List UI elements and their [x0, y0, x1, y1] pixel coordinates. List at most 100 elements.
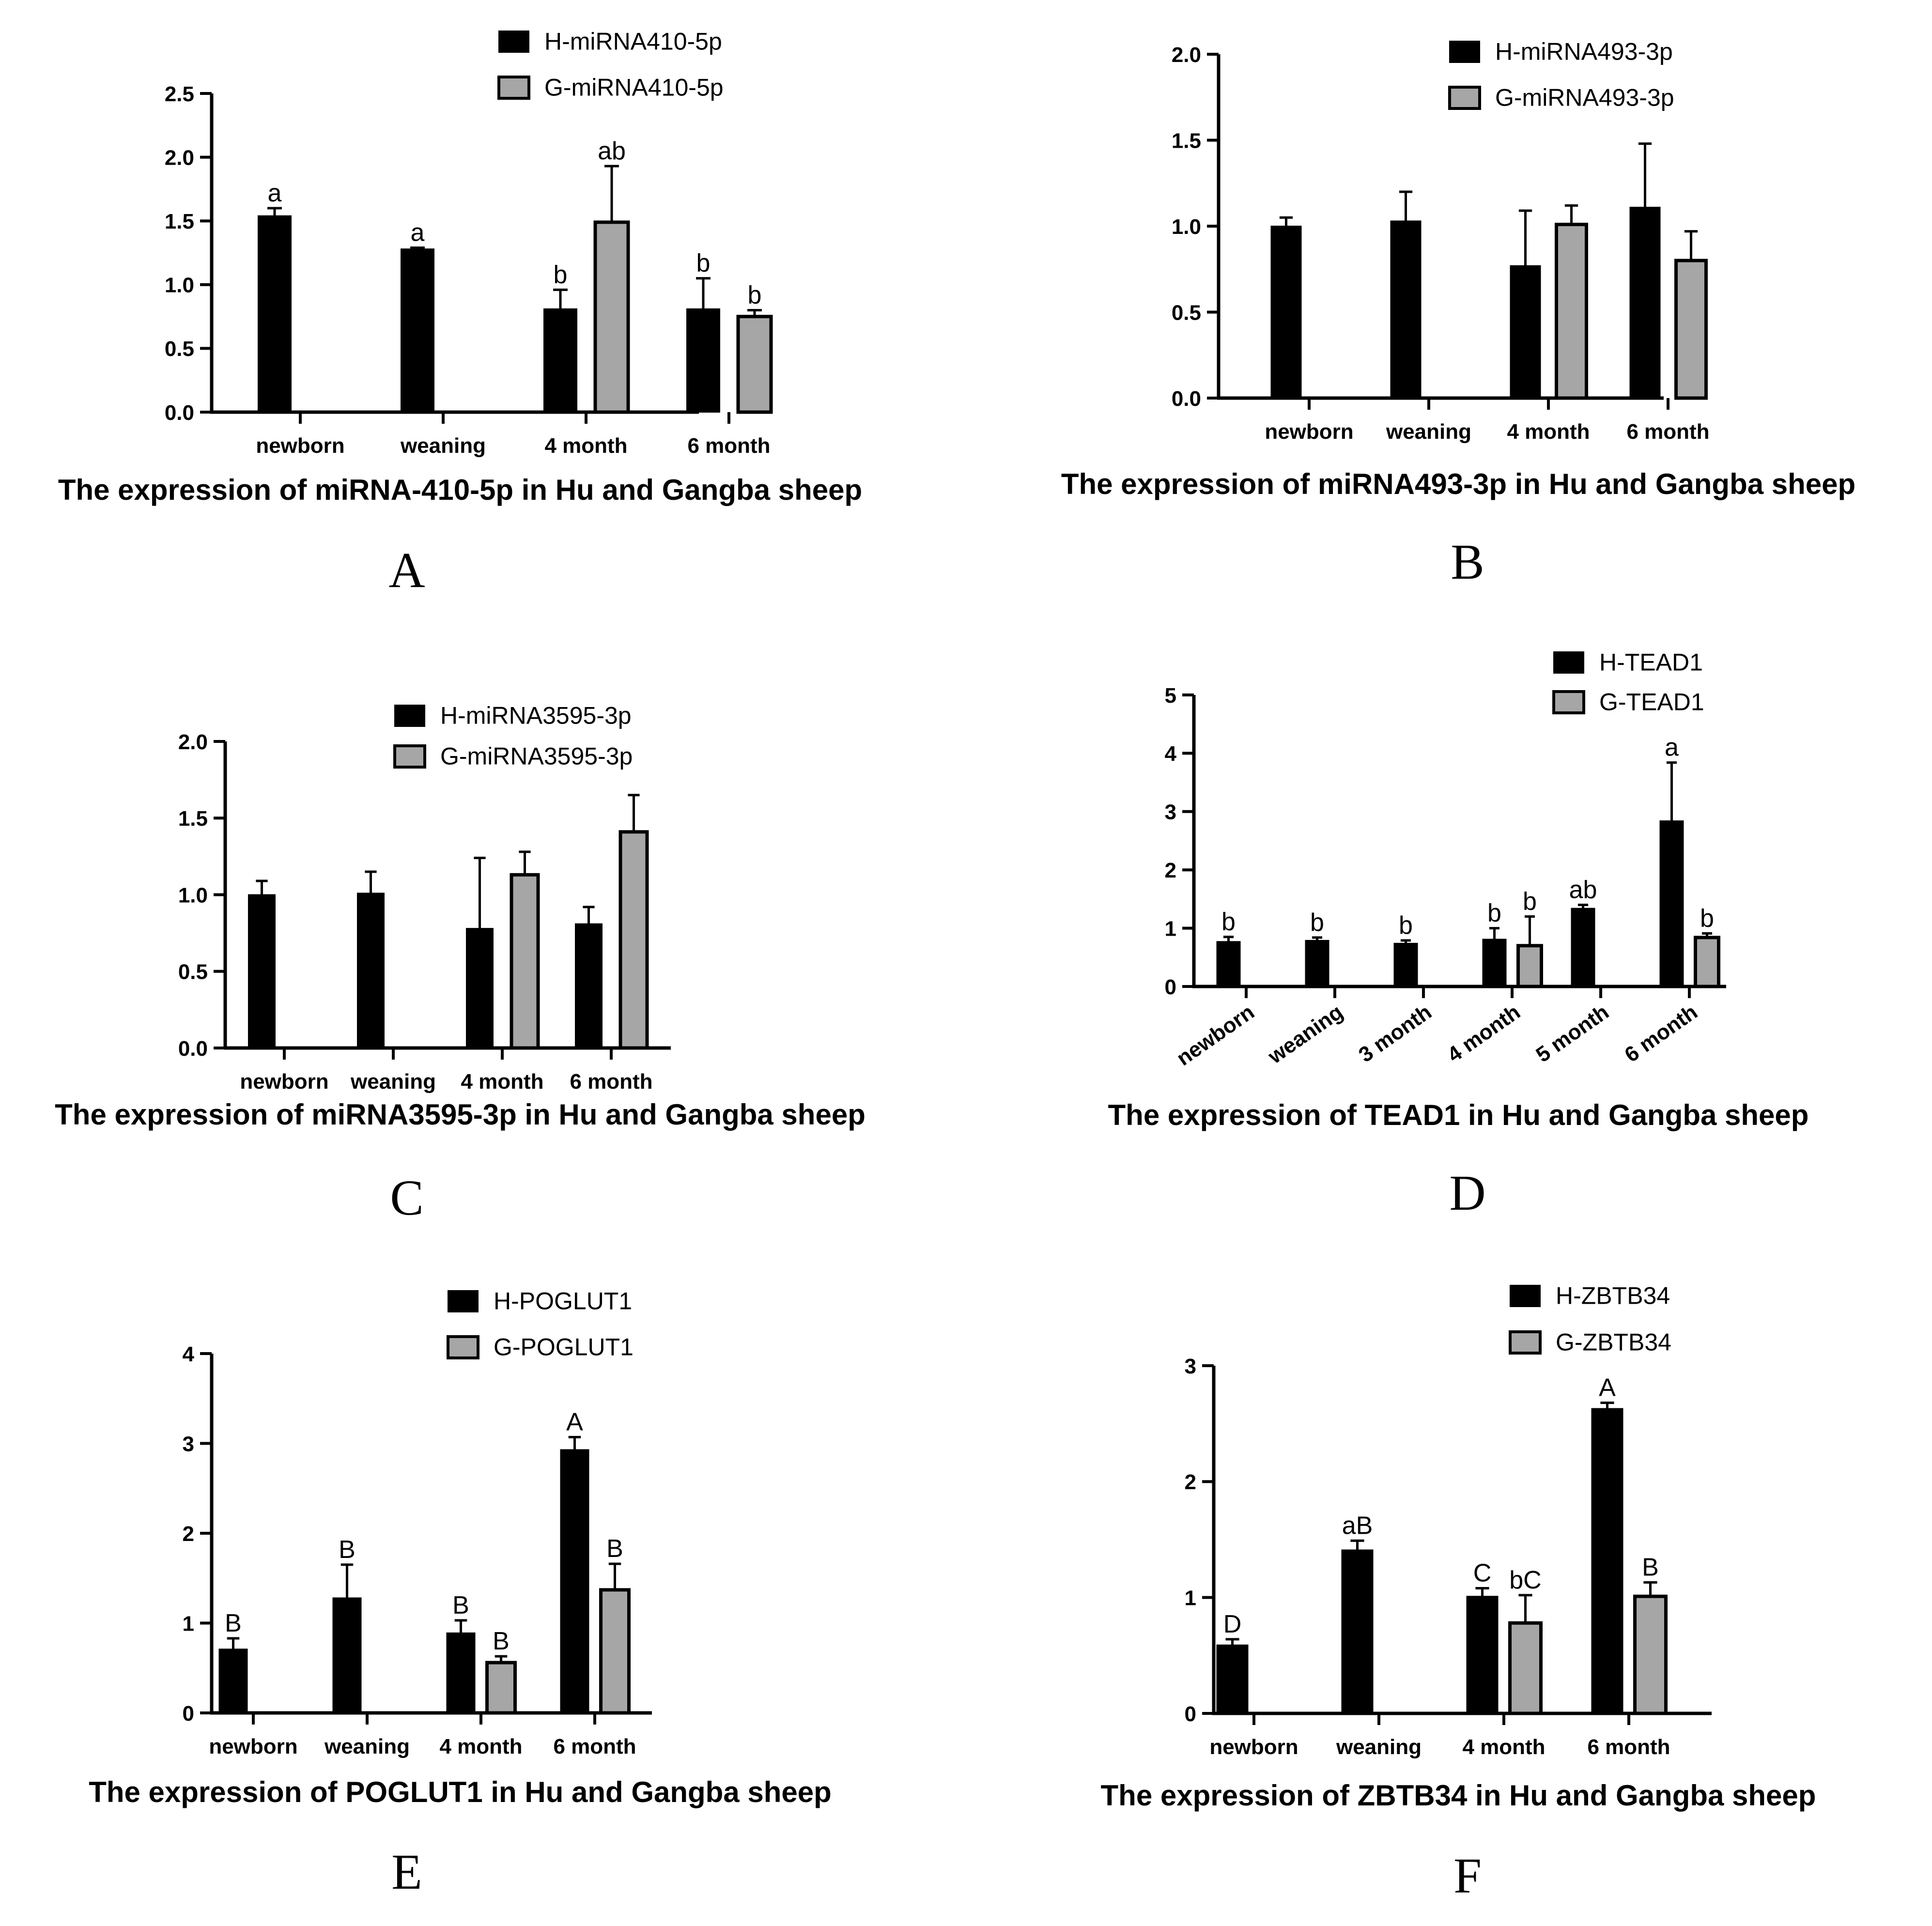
bar-h	[1659, 820, 1684, 987]
y-tick-label: 3	[183, 1432, 194, 1456]
legend-label: H-miRNA410-5p	[544, 28, 722, 55]
x-tick-label: 6 month	[570, 1070, 652, 1094]
x-tick-label: newborn	[256, 434, 344, 458]
y-tick-label: 1.0	[178, 883, 208, 907]
bar-h	[1305, 940, 1329, 987]
x-tick-label: 3 month	[1354, 1000, 1436, 1067]
bar-g	[510, 873, 540, 1050]
bar-g	[1674, 259, 1708, 400]
bar-h	[357, 893, 385, 1048]
significance-label: D	[1223, 1610, 1242, 1638]
x-tick-label: weaning	[350, 1070, 436, 1094]
legend-swatch	[393, 744, 426, 769]
bar-h	[248, 894, 276, 1048]
significance-label: b	[1487, 899, 1501, 927]
legend-swatch	[447, 1335, 479, 1359]
legend-swatch	[448, 1290, 479, 1312]
chart-title: The expression of POGLUT1 in Hu and Gang…	[89, 1776, 832, 1808]
x-tick-label: weaning	[324, 1735, 410, 1758]
y-tick-label: 3	[1185, 1355, 1196, 1378]
chart-title: The expression of ZBTB34 in Hu and Gangb…	[1101, 1779, 1816, 1812]
bar-h	[332, 1597, 362, 1714]
x-tick-label: 4 month	[1462, 1735, 1545, 1759]
y-tick-label: 1	[1185, 1587, 1196, 1610]
legend-swatch	[1510, 1285, 1541, 1307]
bar-h	[1341, 1549, 1374, 1714]
significance-label: bC	[1509, 1566, 1541, 1594]
x-tick-label: 6 month	[687, 434, 770, 458]
significance-label: C	[1473, 1559, 1492, 1587]
panel-letter: E	[391, 1844, 422, 1900]
y-tick-label: 1	[1165, 917, 1176, 940]
x-tick-label: 6 month	[1620, 1000, 1701, 1067]
x-tick-label: 4 month	[461, 1070, 543, 1094]
bar-g	[1516, 944, 1543, 988]
significance-label: A	[566, 1408, 583, 1436]
y-tick-label: 4	[183, 1342, 195, 1366]
y-tick-label: 2.0	[1172, 43, 1201, 67]
panel-letter: F	[1453, 1848, 1482, 1904]
legend-label: H-ZBTB34	[1556, 1282, 1670, 1310]
y-tick-label: 0.5	[165, 337, 194, 361]
bar-h	[1482, 939, 1507, 987]
significance-label: B	[1642, 1554, 1659, 1582]
panel-letter: C	[390, 1170, 423, 1226]
legend-swatch	[1449, 41, 1480, 63]
bar-h	[1591, 1408, 1623, 1714]
panel-letter: A	[388, 542, 425, 598]
y-tick-label: 2.5	[165, 82, 194, 106]
significance-label: b	[554, 261, 568, 289]
x-tick-label: weaning	[400, 434, 486, 458]
chart-panel-c: 0.0 0.5 1.0 1.5 2.0 newborn weaning 4 month 6 mo…	[55, 702, 866, 1226]
bar-h	[686, 308, 720, 413]
x-tick-label: 4 month	[1443, 1000, 1524, 1067]
significance-label: ab	[598, 137, 626, 165]
significance-label: b	[1221, 908, 1236, 936]
significance-label: b	[696, 249, 711, 277]
y-tick-label: 1.5	[165, 210, 194, 233]
significance-label: b	[748, 281, 762, 309]
bar-h	[1629, 206, 1661, 399]
legend-label: G-miRNA493-3p	[1495, 84, 1674, 111]
y-tick-label: 1.5	[178, 807, 208, 831]
y-tick-label: 1.0	[165, 274, 194, 297]
bar-h	[560, 1449, 589, 1714]
bar-g	[593, 220, 630, 414]
x-tick-label: newborn	[1209, 1735, 1298, 1759]
bar-h	[1393, 942, 1418, 987]
y-tick-label: 2	[183, 1522, 194, 1546]
chart-title: The expression of miRNA-410-5p in Hu and…	[58, 474, 862, 506]
bar-h	[258, 215, 292, 413]
significance-label: B	[493, 1627, 510, 1655]
bar-g	[1694, 936, 1720, 988]
legend-label: H-POGLUT1	[494, 1288, 632, 1315]
chart-panel-b: 0.0 0.5 1.0 1.5 2.0 newborn weaning 4 month 6 mo…	[1061, 38, 1855, 590]
bar-h	[1216, 941, 1241, 987]
significance-label: b	[1310, 909, 1324, 937]
bar-h	[1571, 908, 1595, 987]
bar-g	[599, 1588, 631, 1715]
chart-title: The expression of miRNA3595-3p in Hu and…	[55, 1098, 866, 1131]
significance-label: b	[1399, 911, 1413, 940]
x-tick-label: newborn	[1265, 420, 1353, 444]
x-tick-label: 6 month	[1587, 1735, 1670, 1759]
x-tick-label: weaning	[1264, 1000, 1347, 1069]
x-tick-label: weaning	[1336, 1735, 1422, 1759]
x-tick-label: newborn	[240, 1070, 328, 1094]
legend-label: H-TEAD1	[1599, 649, 1703, 676]
x-tick-label: 6 month	[1626, 420, 1709, 444]
significance-label: ab	[1569, 876, 1597, 904]
y-tick-label: 0.0	[178, 1037, 208, 1061]
y-tick-label: 0	[1165, 975, 1176, 999]
x-tick-label: weaning	[1386, 420, 1471, 444]
bar-g	[485, 1661, 517, 1715]
x-tick-label: newborn	[1172, 1000, 1258, 1070]
significance-label: B	[225, 1609, 242, 1637]
legend-label: H-miRNA493-3p	[1495, 38, 1673, 65]
bar-h	[1510, 265, 1541, 399]
significance-label: B	[452, 1591, 469, 1619]
legend-swatch	[497, 76, 530, 100]
